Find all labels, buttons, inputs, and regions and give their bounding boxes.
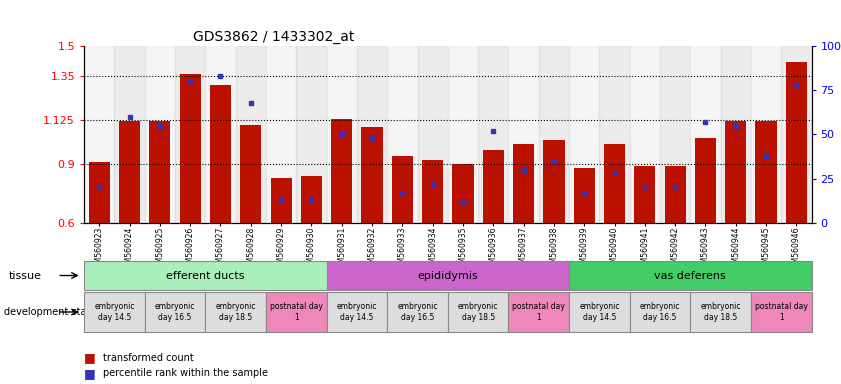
Bar — [664, 166, 685, 223]
Bar — [509, 46, 539, 223]
Bar — [362, 127, 383, 223]
Bar — [357, 46, 387, 223]
Bar — [296, 46, 326, 223]
Bar — [660, 46, 690, 223]
Bar — [513, 144, 534, 223]
Text: ■: ■ — [84, 351, 96, 364]
Text: embryonic
day 18.5: embryonic day 18.5 — [701, 302, 741, 322]
Text: ■: ■ — [84, 367, 96, 380]
Bar — [210, 85, 231, 223]
Text: embryonic
day 18.5: embryonic day 18.5 — [458, 302, 499, 322]
Bar — [266, 46, 296, 223]
Text: epididymis: epididymis — [417, 270, 479, 281]
Text: embryonic
day 16.5: embryonic day 16.5 — [640, 302, 680, 322]
Text: vas deferens: vas deferens — [654, 270, 726, 281]
Bar — [690, 46, 721, 223]
Bar — [331, 119, 352, 223]
Bar — [149, 121, 171, 223]
Bar — [326, 46, 357, 223]
Bar — [271, 177, 292, 223]
Bar — [452, 164, 473, 223]
Text: tissue: tissue — [8, 270, 41, 281]
Text: GDS3862 / 1433302_at: GDS3862 / 1433302_at — [193, 30, 355, 44]
Text: development stage: development stage — [4, 307, 99, 317]
Bar — [751, 46, 781, 223]
Bar — [84, 46, 114, 223]
Bar — [721, 46, 751, 223]
Bar — [695, 138, 716, 223]
Bar — [145, 46, 175, 223]
Text: embryonic
day 16.5: embryonic day 16.5 — [397, 302, 438, 322]
Bar — [569, 46, 600, 223]
Bar — [235, 46, 266, 223]
Bar — [483, 150, 504, 223]
Bar — [417, 46, 447, 223]
Text: efferent ducts: efferent ducts — [166, 270, 245, 281]
Bar — [755, 121, 777, 223]
Bar — [241, 124, 262, 223]
Bar — [604, 144, 625, 223]
Bar — [392, 156, 413, 223]
Bar — [574, 168, 595, 223]
Text: embryonic
day 18.5: embryonic day 18.5 — [215, 302, 256, 322]
Bar — [725, 121, 747, 223]
Bar — [180, 74, 201, 223]
Text: embryonic
day 14.5: embryonic day 14.5 — [579, 302, 620, 322]
Bar — [387, 46, 417, 223]
Bar — [301, 175, 322, 223]
Text: transformed count: transformed count — [103, 353, 193, 363]
Text: percentile rank within the sample: percentile rank within the sample — [103, 368, 267, 378]
Bar — [175, 46, 205, 223]
Bar — [205, 46, 235, 223]
Bar — [785, 62, 807, 223]
Bar — [600, 46, 630, 223]
Text: postnatal day
1: postnatal day 1 — [755, 302, 807, 322]
Bar — [630, 46, 660, 223]
Text: postnatal day
1: postnatal day 1 — [512, 302, 565, 322]
Text: embryonic
day 16.5: embryonic day 16.5 — [155, 302, 195, 322]
Bar — [114, 46, 145, 223]
Bar — [88, 162, 110, 223]
Bar — [634, 166, 655, 223]
Text: embryonic
day 14.5: embryonic day 14.5 — [336, 302, 377, 322]
Bar — [543, 140, 564, 223]
Bar — [119, 121, 140, 223]
Bar — [479, 46, 509, 223]
Bar — [447, 46, 479, 223]
Text: embryonic
day 14.5: embryonic day 14.5 — [94, 302, 135, 322]
Bar — [539, 46, 569, 223]
Bar — [422, 160, 443, 223]
Text: postnatal day
1: postnatal day 1 — [270, 302, 323, 322]
Bar — [781, 46, 812, 223]
